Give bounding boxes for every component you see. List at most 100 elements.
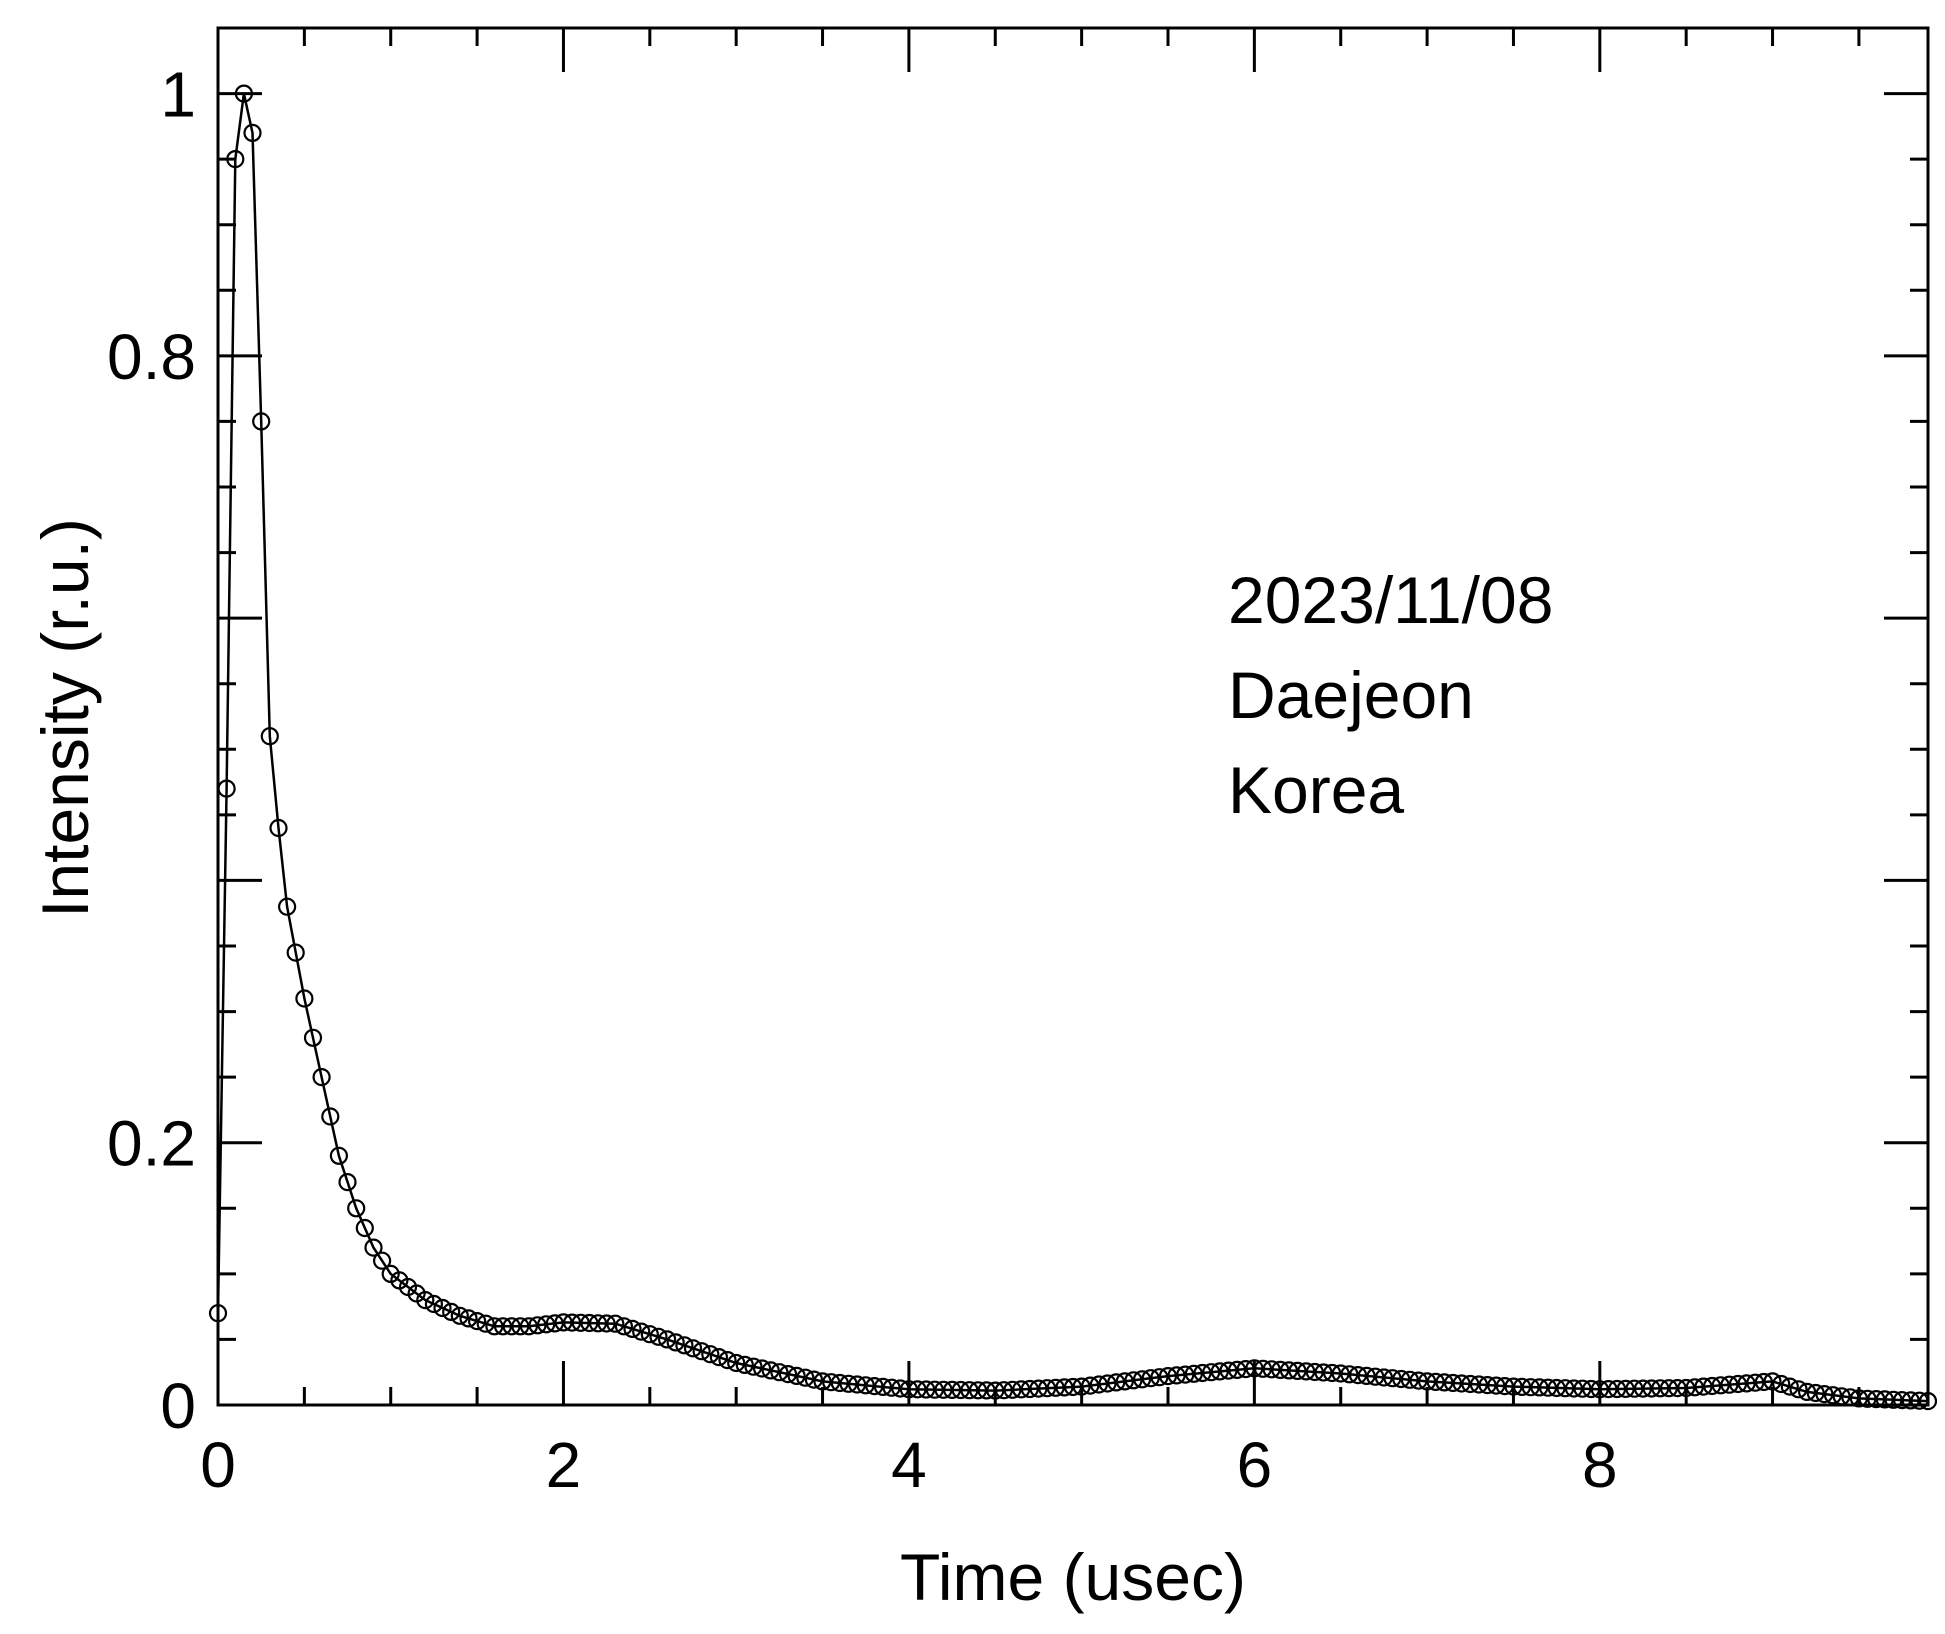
data-point [727,1353,746,1373]
data-point [744,1357,763,1376]
data-point [1754,1372,1774,1392]
data-point [424,1294,443,1314]
data-point [1590,1380,1609,1399]
data-point [269,818,288,838]
data-point [1245,1359,1264,1378]
data-point [1737,1374,1756,1393]
annotation-country: Korea [1228,753,1404,827]
data-point [1452,1374,1471,1393]
data-point [856,1376,875,1395]
data-point [1037,1379,1057,1398]
data-point [485,1317,504,1336]
data-point [1573,1379,1592,1398]
data-point [1184,1364,1204,1383]
y-tick-label: 0.8 [107,321,196,393]
data-point [1512,1377,1532,1397]
data-point [1478,1375,1497,1395]
data-point [252,412,271,431]
data-point [416,1290,435,1310]
data-point [1003,1380,1022,1399]
data-point [1063,1377,1083,1397]
data-point [286,943,305,962]
data-point [329,1146,348,1165]
data-point [1659,1379,1679,1398]
data-point [1202,1363,1221,1382]
data-point [338,1172,357,1192]
data-point [1279,1361,1299,1380]
data-point [942,1380,962,1400]
data-point [562,1313,582,1332]
data-point [347,1199,366,1218]
data-point [1366,1367,1385,1386]
data-point [1823,1386,1843,1405]
data-point [1530,1378,1549,1397]
data-point [752,1359,772,1378]
data-point [1651,1379,1670,1398]
data-markers [208,84,1938,1411]
data-point [1504,1377,1523,1396]
data-point [1901,1391,1920,1410]
data-point [1884,1390,1903,1409]
data-point [1072,1377,1091,1396]
annotation-city: Daejeon [1228,658,1474,732]
data-point [1098,1374,1117,1393]
data-point [1374,1368,1394,1387]
data-point [1521,1378,1540,1397]
data-point [1046,1378,1065,1397]
data-point [1089,1375,1109,1394]
data-point [865,1376,884,1396]
data-point [519,1317,539,1336]
x-tick-label: 0 [200,1429,236,1501]
data-point [1409,1371,1428,1390]
data-point [1107,1373,1126,1392]
data-point [1685,1378,1704,1397]
data-point [830,1373,849,1393]
data-point [1176,1365,1195,1384]
data-point [1383,1369,1402,1388]
data-point [1132,1370,1152,1389]
data-point [1702,1376,1722,1396]
data-point [925,1380,944,1399]
data-point [873,1377,893,1397]
data-point [1150,1368,1169,1387]
data-point [1547,1378,1566,1398]
data-point [899,1380,919,1399]
data-point [295,989,314,1008]
data-point [1158,1366,1178,1386]
data-point [1746,1373,1765,1392]
data-point [1305,1362,1324,1382]
data-point [1210,1362,1229,1381]
data-point [1236,1359,1255,1379]
data-point [1711,1376,1730,1395]
data-point [761,1361,780,1380]
data-point [502,1317,521,1336]
data-point [701,1345,720,1364]
data-point [1193,1363,1212,1383]
data-point [1633,1379,1653,1398]
data-point [321,1107,340,1126]
data-point [649,1327,668,1346]
data-point [459,1309,478,1328]
data-point [1435,1373,1454,1392]
data-point [1297,1362,1316,1381]
data-point [1331,1364,1350,1383]
data-point [813,1372,832,1391]
data-point [657,1330,677,1349]
annotation-date: 2023/11/08 [1228,563,1553,637]
data-point [692,1342,711,1361]
data-point [1858,1389,1877,1408]
x-tick-label: 4 [891,1429,927,1501]
data-point [1400,1370,1419,1389]
data-point [1322,1363,1342,1383]
data-point [355,1218,374,1238]
data-point [1797,1382,1817,1402]
data-point [1763,1372,1782,1391]
data-point [1461,1374,1480,1394]
plot-frame [216,26,1930,1407]
data-point [234,84,253,103]
data-point [588,1314,608,1333]
data-point [1443,1373,1463,1393]
data-point [1012,1380,1031,1399]
data-point [1564,1379,1584,1398]
data-point [528,1316,547,1335]
